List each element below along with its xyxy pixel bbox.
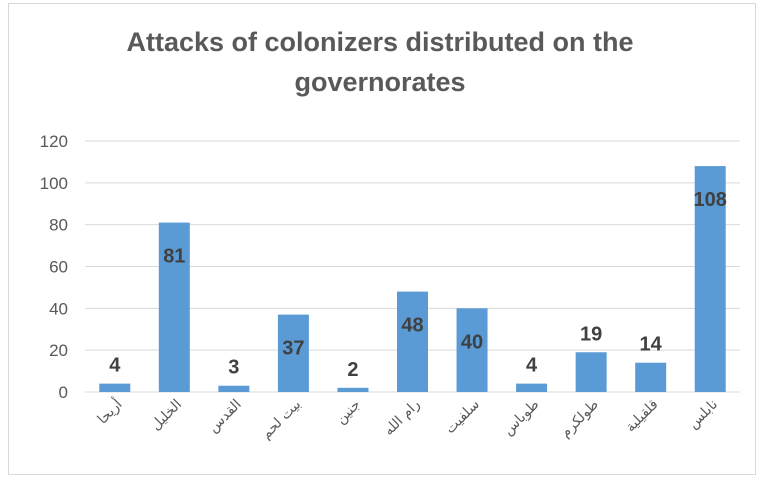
y-tick-label: 60 xyxy=(49,258,68,277)
data-label: 4 xyxy=(526,355,538,377)
data-label: 48 xyxy=(401,315,423,337)
bar xyxy=(99,383,131,392)
data-label: 40 xyxy=(461,331,483,353)
y-tick-label: 80 xyxy=(49,216,68,235)
bar xyxy=(158,222,190,392)
data-label: 4 xyxy=(109,355,121,377)
data-label: 3 xyxy=(228,357,239,379)
bar xyxy=(456,308,488,392)
y-tick-label: 100 xyxy=(40,174,68,193)
bar xyxy=(516,383,548,392)
y-tick-label: 40 xyxy=(49,299,68,318)
data-label: 2 xyxy=(347,359,358,381)
data-label: 37 xyxy=(282,338,304,360)
category-label: نابلس xyxy=(685,397,721,433)
chart-title: Attacks of colonizers distributed on the… xyxy=(126,27,634,97)
category-label: طوباس xyxy=(500,397,542,439)
category-label: القدس xyxy=(205,397,244,436)
y-tick-label: 0 xyxy=(59,383,68,402)
bar xyxy=(337,387,369,392)
bar xyxy=(218,385,250,392)
category-label: بيت لحم xyxy=(258,397,304,443)
chart-area xyxy=(8,3,756,475)
category-label: جنين xyxy=(333,397,364,428)
data-label: 19 xyxy=(580,323,602,345)
category-label: قلقيلية xyxy=(623,397,662,436)
y-tick-label: 20 xyxy=(49,341,68,360)
category-label: سلفيت xyxy=(442,397,483,438)
data-label: 14 xyxy=(640,334,663,356)
y-tick-label: 120 xyxy=(40,132,68,151)
category-label: رام الله xyxy=(381,397,423,439)
data-label: 108 xyxy=(694,189,727,211)
bar xyxy=(575,352,607,392)
category-label: الخليل xyxy=(148,397,185,434)
data-label: 81 xyxy=(163,246,185,268)
bar xyxy=(277,314,309,392)
category-label: أريحا xyxy=(93,395,125,427)
category-label: طولكرم xyxy=(558,397,602,441)
bar xyxy=(635,362,667,392)
bar xyxy=(397,291,428,392)
bar xyxy=(694,166,726,392)
